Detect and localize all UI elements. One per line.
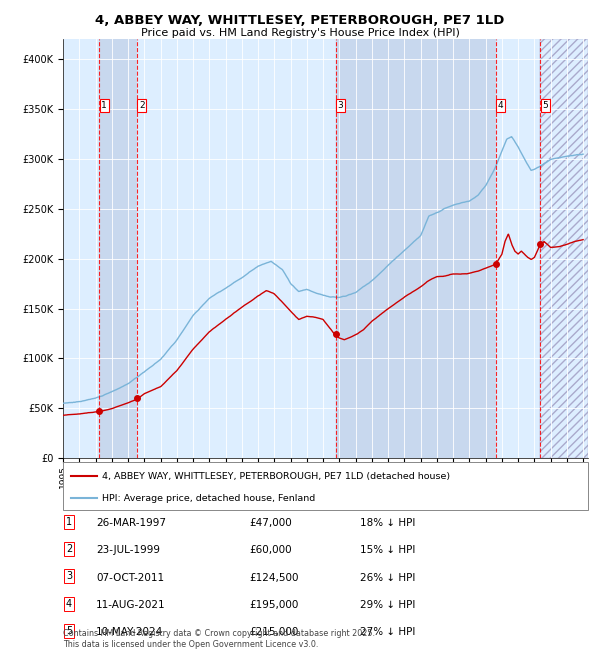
Text: Contains HM Land Registry data © Crown copyright and database right 2025.
This d: Contains HM Land Registry data © Crown c… [63,629,375,649]
Text: £47,000: £47,000 [249,518,292,528]
Bar [99,39,137,458]
Text: 4: 4 [497,101,503,110]
Text: 26-MAR-1997: 26-MAR-1997 [96,518,166,528]
Text: 18% ↓ HPI: 18% ↓ HPI [360,518,415,528]
Bar [335,39,496,458]
Text: £60,000: £60,000 [249,545,292,555]
Text: 3: 3 [338,101,343,110]
Text: £195,000: £195,000 [249,600,298,610]
Text: 27% ↓ HPI: 27% ↓ HPI [360,627,415,637]
Bar [137,39,335,458]
Text: 4, ABBEY WAY, WHITTLESEY, PETERBOROUGH, PE7 1LD (detached house): 4, ABBEY WAY, WHITTLESEY, PETERBOROUGH, … [103,472,451,480]
Text: 10-MAY-2024: 10-MAY-2024 [96,627,163,637]
Text: 29% ↓ HPI: 29% ↓ HPI [360,600,415,610]
Text: Price paid vs. HM Land Registry's House Price Index (HPI): Price paid vs. HM Land Registry's House … [140,28,460,38]
Text: 2: 2 [139,101,145,110]
Text: £124,500: £124,500 [249,573,299,582]
Bar [63,39,99,458]
Text: 3: 3 [66,571,72,581]
Text: 26% ↓ HPI: 26% ↓ HPI [360,573,415,582]
Bar [496,39,540,458]
Text: 5: 5 [66,626,72,636]
Text: 4, ABBEY WAY, WHITTLESEY, PETERBOROUGH, PE7 1LD: 4, ABBEY WAY, WHITTLESEY, PETERBOROUGH, … [95,14,505,27]
Text: 15% ↓ HPI: 15% ↓ HPI [360,545,415,555]
Text: HPI: Average price, detached house, Fenland: HPI: Average price, detached house, Fenl… [103,493,316,502]
Text: 1: 1 [66,517,72,526]
Text: 11-AUG-2021: 11-AUG-2021 [96,600,166,610]
Bar [540,39,588,458]
Text: 23-JUL-1999: 23-JUL-1999 [96,545,160,555]
Text: 4: 4 [66,599,72,608]
Text: 5: 5 [542,101,548,110]
Text: 2: 2 [66,544,72,554]
Bar [540,39,588,458]
Text: 1: 1 [101,101,107,110]
Text: 07-OCT-2011: 07-OCT-2011 [96,573,164,582]
Text: £215,000: £215,000 [249,627,298,637]
